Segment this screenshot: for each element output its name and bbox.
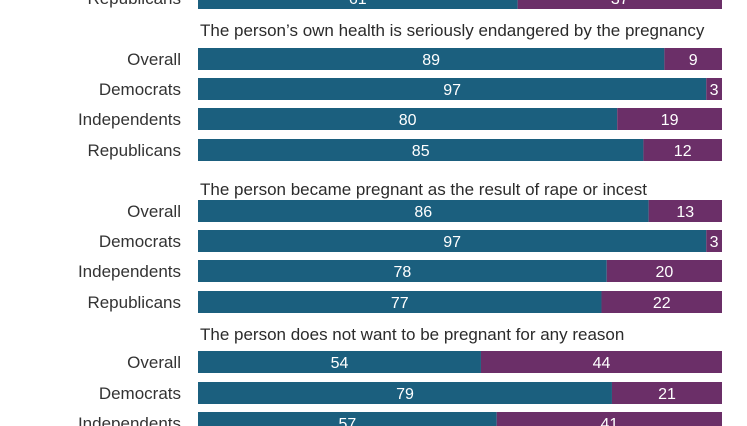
bar-value-yes: 97 (443, 234, 461, 251)
bar-segment-no (648, 200, 722, 222)
bar-segment-no (617, 108, 722, 130)
row-label: Independents (78, 110, 181, 129)
group-title: The person became pregnant as the result… (200, 180, 647, 199)
bar-segment-no (643, 139, 722, 161)
bar-segment-yes (198, 78, 707, 100)
bar-value-yes: 86 (414, 204, 432, 221)
row-label: Republicans (87, 141, 181, 160)
bar-value-no: 41 (600, 416, 618, 426)
bar-segment-no (601, 291, 722, 313)
bar-value-yes: 54 (331, 355, 349, 372)
bar-value-no: 19 (661, 112, 679, 129)
bar-value-no: 13 (676, 204, 694, 221)
row-label: Independents (78, 414, 181, 426)
bar-value-yes: 97 (443, 82, 461, 99)
bar-segment-no (706, 78, 722, 100)
bar-value-yes: 61 (349, 0, 367, 8)
bar-segment-yes (198, 0, 518, 9)
bar-segment-no (664, 48, 722, 70)
row-label: Overall (127, 202, 181, 221)
bar-value-no: 20 (655, 264, 673, 281)
row-label: Democrats (99, 232, 181, 251)
bar-value-no: 21 (658, 386, 676, 403)
bar-value-yes: 80 (399, 112, 417, 129)
bar-segment-no (611, 382, 722, 404)
bar-segment-no (480, 351, 722, 373)
bar-segment-yes (198, 351, 481, 373)
bar-value-no: 44 (593, 355, 611, 372)
bar-value-no: 22 (653, 295, 671, 312)
bar-segment-no (706, 230, 722, 252)
bar-value-yes: 79 (396, 386, 414, 403)
bar-segment-yes (198, 200, 649, 222)
row-label: Overall (127, 50, 181, 69)
group-title: The person does not want to be pregnant … (200, 325, 624, 344)
bar-segment-no (496, 412, 722, 426)
group-title: The person’s own health is seriously end… (200, 21, 705, 40)
bar-value-no: 9 (689, 52, 698, 69)
bar-value-no: 12 (674, 143, 692, 160)
bar-value-yes: 77 (391, 295, 409, 312)
bar-value-no: 37 (611, 0, 629, 8)
row-label: Republicans (87, 293, 181, 312)
bar-value-yes: 57 (338, 416, 356, 426)
row-label: Overall (127, 353, 181, 372)
bar-segment-yes (198, 382, 612, 404)
bar-value-no: 3 (710, 82, 719, 99)
bar-value-yes: 78 (393, 264, 411, 281)
bar-segment-yes (198, 412, 497, 426)
bar-segment-yes (198, 108, 618, 130)
bar-segment-no (517, 0, 722, 9)
bar-segment-yes (198, 139, 644, 161)
bar-value-yes: 89 (422, 52, 440, 69)
bar-segment-no (606, 260, 722, 282)
row-label: Democrats (99, 80, 181, 99)
bar-value-yes: 85 (412, 143, 430, 160)
bar-value-no: 3 (710, 234, 719, 251)
row-label: Independents (78, 262, 181, 281)
bar-segment-yes (198, 291, 602, 313)
bar-segment-yes (198, 230, 707, 252)
bar-segment-yes (198, 260, 607, 282)
row-label: Democrats (99, 384, 181, 403)
bar-segment-yes (198, 48, 665, 70)
row-label: Republicans (87, 0, 181, 8)
